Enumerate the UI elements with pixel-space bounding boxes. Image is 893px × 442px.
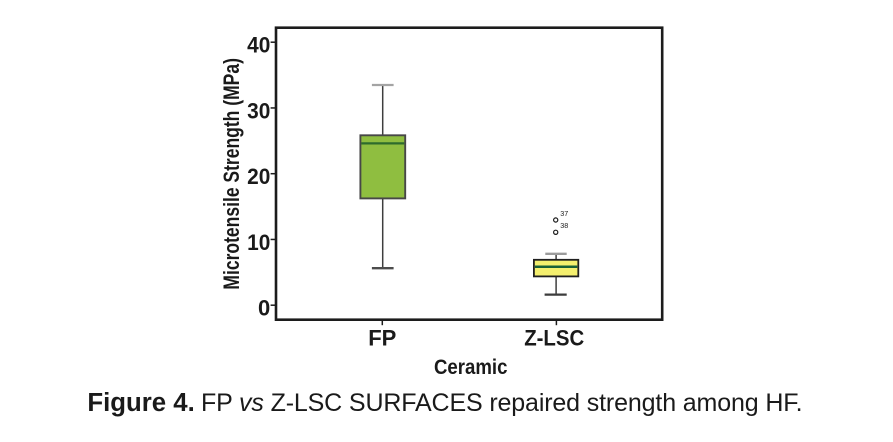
svg-text:10: 10 <box>247 230 270 255</box>
svg-text:37: 37 <box>560 209 568 218</box>
svg-text:0: 0 <box>258 296 270 321</box>
svg-text:30: 30 <box>247 98 270 123</box>
svg-text:Microtensile Strength (MPa): Microtensile Strength (MPa) <box>219 58 244 290</box>
svg-text:Ceramic: Ceramic <box>434 356 508 379</box>
svg-text:Z-LSC: Z-LSC <box>524 326 584 351</box>
svg-text:40: 40 <box>247 33 270 58</box>
svg-text:38: 38 <box>560 221 568 230</box>
svg-text:20: 20 <box>247 164 270 189</box>
svg-text:FP vs Z-LSC SURFACES repaired: FP vs Z-LSC SURFACES repaired strength a… <box>201 389 802 417</box>
svg-text:Figure 4.: Figure 4. <box>87 389 194 417</box>
svg-text:FP: FP <box>368 326 396 351</box>
